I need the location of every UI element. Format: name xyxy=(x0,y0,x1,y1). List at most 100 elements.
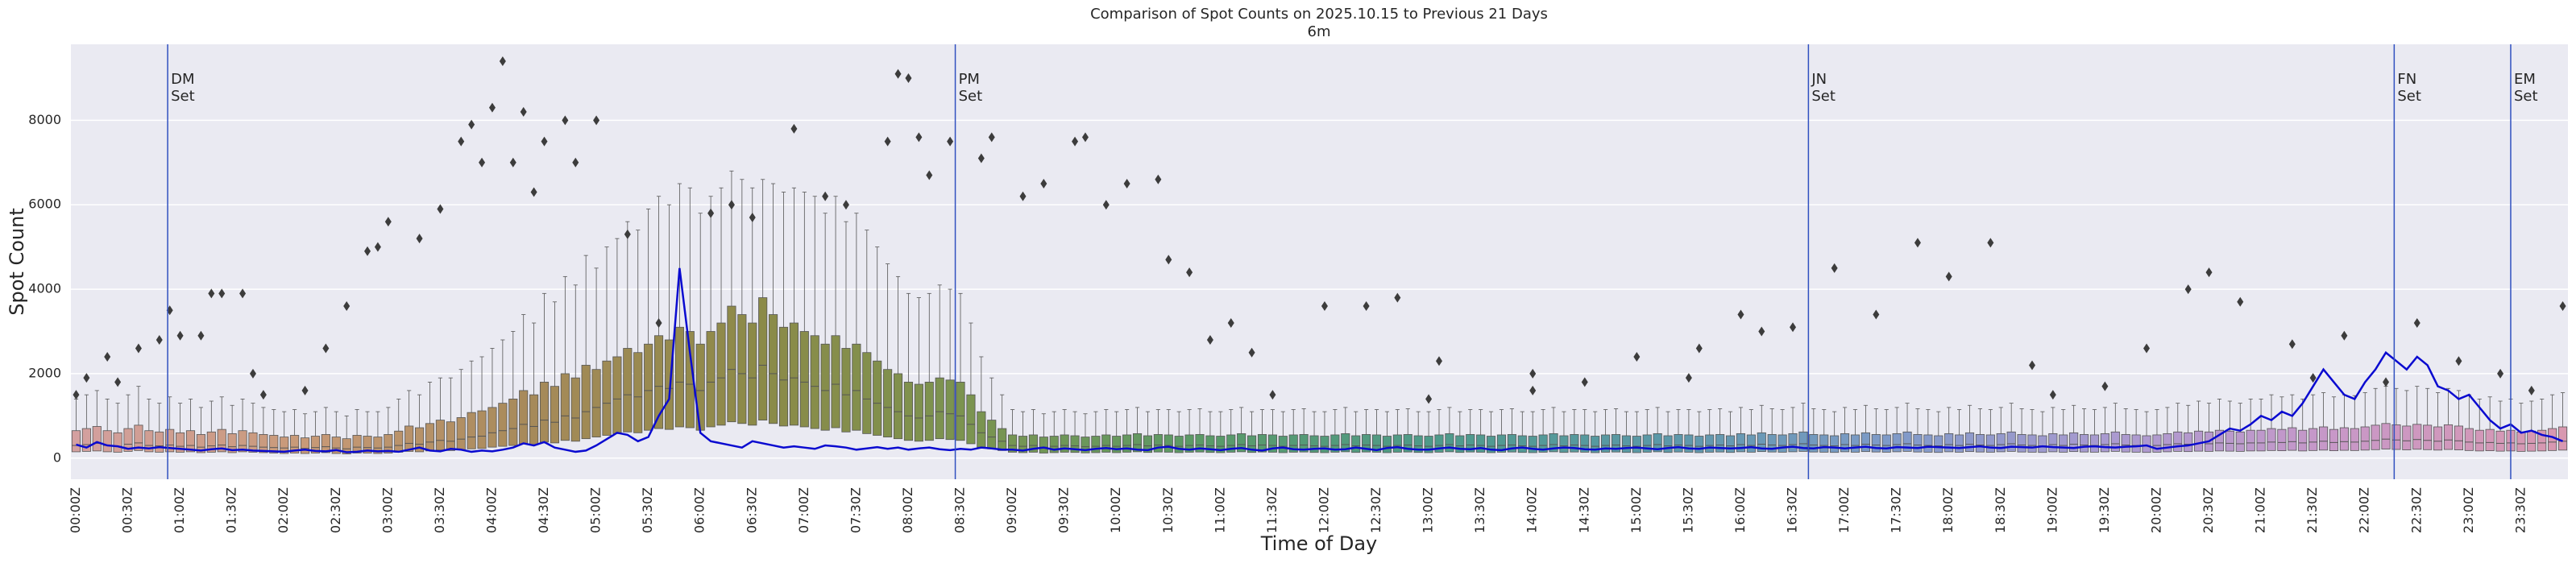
x-tick-label: 08:30Z xyxy=(952,487,968,533)
box xyxy=(1164,434,1173,453)
outlier xyxy=(707,208,715,218)
box xyxy=(415,427,425,453)
box xyxy=(1684,434,1694,453)
box xyxy=(1070,435,1080,453)
box xyxy=(1320,436,1329,453)
x-tick-label: 01:30Z xyxy=(224,487,239,533)
y-tick-label: 2000 xyxy=(28,365,61,380)
box xyxy=(2298,429,2308,452)
outlier xyxy=(2184,284,2192,295)
outlier xyxy=(1227,318,1234,329)
box xyxy=(2235,431,2245,452)
box xyxy=(1819,434,1829,453)
box xyxy=(1362,434,1371,453)
box xyxy=(820,343,830,431)
box xyxy=(1257,434,1267,453)
outlier xyxy=(2341,330,2348,341)
box xyxy=(1434,434,1444,453)
x-tick-label: 11:00Z xyxy=(1212,487,1227,533)
box xyxy=(467,412,476,449)
x-tick-label: 10:00Z xyxy=(1108,487,1123,533)
box xyxy=(425,423,435,452)
x-tick-label: 08:00Z xyxy=(900,487,915,533)
box xyxy=(1049,436,1059,453)
box xyxy=(570,377,580,442)
box xyxy=(1132,433,1143,453)
box xyxy=(810,335,819,429)
box xyxy=(1934,435,1943,453)
box xyxy=(1642,434,1652,453)
box xyxy=(300,437,310,454)
outlier xyxy=(1269,390,1276,400)
outlier xyxy=(1123,179,1130,189)
box xyxy=(1247,435,1257,453)
outlier xyxy=(73,390,80,400)
box xyxy=(2557,426,2568,451)
box xyxy=(664,339,674,430)
box xyxy=(1601,434,1611,453)
box xyxy=(852,343,861,431)
box xyxy=(1798,431,1808,452)
event-label: FN xyxy=(2397,71,2416,88)
x-tick-label: 20:00Z xyxy=(2148,487,2163,533)
box xyxy=(1757,432,1766,453)
outlier xyxy=(437,204,444,214)
box xyxy=(602,360,612,436)
box xyxy=(1860,432,1870,453)
x-tick-label: 17:00Z xyxy=(1836,487,1852,533)
box xyxy=(477,410,487,449)
outlier xyxy=(468,119,475,130)
box xyxy=(653,335,664,429)
outlier xyxy=(541,136,548,147)
y-axis-label: Spot Count xyxy=(6,208,28,315)
outlier xyxy=(509,157,516,168)
x-tick-label: 02:30Z xyxy=(328,487,343,533)
y-tick-label: 0 xyxy=(53,449,61,465)
box xyxy=(196,434,205,453)
box xyxy=(1371,434,1382,453)
outlier xyxy=(2237,296,2244,307)
event-label: Set xyxy=(2397,88,2421,105)
x-tick-label: 11:30Z xyxy=(1264,487,1280,533)
box xyxy=(519,390,529,445)
event-label: Set xyxy=(959,88,983,105)
box xyxy=(1060,434,1069,453)
outlier xyxy=(1581,377,1588,387)
box xyxy=(945,379,955,441)
outlier xyxy=(197,330,205,341)
box xyxy=(674,326,684,428)
box xyxy=(1466,434,1475,453)
outlier xyxy=(1873,309,1880,320)
box xyxy=(1476,434,1486,453)
x-tick-label: 14:30Z xyxy=(1576,487,1591,533)
box xyxy=(727,305,736,423)
y-tick-label: 6000 xyxy=(28,197,61,212)
event-label: Set xyxy=(1811,88,1836,105)
outlier xyxy=(988,132,995,143)
outlier xyxy=(1737,309,1744,320)
box xyxy=(998,428,1007,451)
x-tick-label: 05:30Z xyxy=(640,487,655,533)
x-tick-label: 13:30Z xyxy=(1472,487,1487,533)
box xyxy=(1299,434,1309,453)
box xyxy=(2267,428,2276,451)
x-tick-label: 22:00Z xyxy=(2357,487,2372,533)
x-tick-label: 22:30Z xyxy=(2408,487,2424,533)
outlier xyxy=(1790,322,1797,333)
x-tick-label: 03:30Z xyxy=(432,487,447,533)
box xyxy=(1996,433,2006,453)
x-tick-label: 19:30Z xyxy=(2097,487,2112,533)
outlier xyxy=(2383,377,2390,387)
box xyxy=(1237,433,1247,453)
box xyxy=(862,352,872,434)
box xyxy=(2391,424,2401,450)
box xyxy=(134,424,143,451)
outlier xyxy=(104,351,111,362)
box xyxy=(2080,434,2089,453)
box xyxy=(1351,435,1361,453)
box xyxy=(1517,435,1527,453)
box xyxy=(2548,428,2557,451)
box xyxy=(623,348,633,433)
box xyxy=(966,394,976,445)
box xyxy=(2527,430,2537,452)
